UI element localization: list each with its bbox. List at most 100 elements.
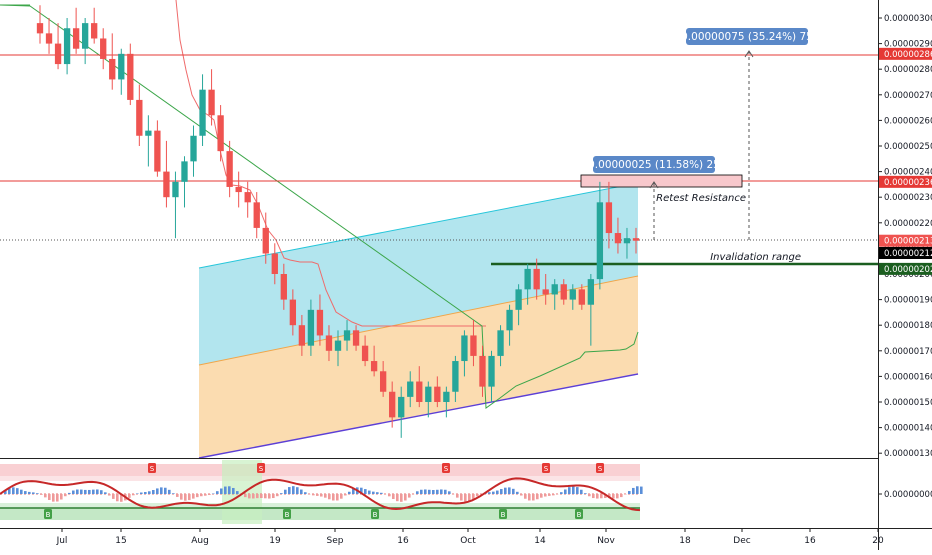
candle-body <box>172 182 178 197</box>
price-badge-label: 0.00000212 <box>884 249 932 259</box>
price-tick-label: 0.00000180 <box>884 321 932 331</box>
candle-body <box>506 310 512 330</box>
price-tick-label: 0.00000260 <box>884 116 932 126</box>
osc-bar <box>300 490 303 494</box>
candle-body <box>624 238 630 243</box>
osc-bar <box>500 489 503 494</box>
osc-bar <box>164 488 167 494</box>
osc-marker-label: S <box>544 465 549 473</box>
annotation-invalidation-range: Invalidation range <box>710 252 801 263</box>
osc-bar <box>312 494 315 495</box>
candle-body <box>245 192 251 202</box>
time-tick-label: Dec <box>733 536 750 546</box>
measure-label-major: 0.00000075 (35.24%) 75 <box>681 31 813 43</box>
candle-body <box>46 33 52 43</box>
osc-bar <box>588 494 591 496</box>
candle-body <box>64 28 70 64</box>
candle-body <box>479 356 485 387</box>
osc-bar <box>88 490 91 494</box>
resistance-zone-box <box>581 175 742 187</box>
annotation-retest-resistance: Retest Resistance <box>656 193 746 204</box>
osc-bar <box>512 489 515 494</box>
osc-bar <box>116 494 119 501</box>
osc-bar <box>324 494 327 498</box>
candle-body <box>163 172 169 198</box>
candle-body <box>82 23 88 49</box>
osc-bar <box>228 486 231 494</box>
osc-bar <box>464 494 467 502</box>
candle-body <box>588 279 594 305</box>
osc-bar <box>108 494 111 496</box>
price-badge-label: 0.00000286 <box>884 50 932 60</box>
osc-bar <box>56 494 59 502</box>
osc-bar <box>224 487 227 494</box>
osc-marker-label: S <box>259 465 264 473</box>
osc-bar <box>252 494 255 498</box>
candle-body <box>145 131 151 136</box>
candle-body <box>497 330 503 356</box>
candle-body <box>344 330 350 340</box>
osc-bar <box>72 491 75 494</box>
osc-zero-label: 0.00000000 <box>884 490 932 500</box>
candle-body <box>236 187 242 192</box>
candle-body <box>154 131 160 172</box>
osc-bar <box>296 487 299 494</box>
osc-bar <box>448 491 451 494</box>
osc-bar <box>520 494 523 496</box>
osc-bar <box>328 494 331 499</box>
osc-histogram <box>4 486 643 502</box>
candle-body <box>226 151 232 187</box>
osc-bar <box>176 494 179 497</box>
osc-bar <box>612 494 615 499</box>
osc-bar <box>492 492 495 494</box>
osc-bar <box>244 494 247 497</box>
candle-body <box>217 115 223 151</box>
time-tick-label: Jul <box>56 536 68 546</box>
time-tick-label: 15 <box>115 536 126 546</box>
candle-body <box>37 23 43 33</box>
osc-bar <box>628 491 631 494</box>
osc-bar <box>180 494 183 500</box>
osc-marker-label: S <box>150 465 155 473</box>
osc-bar <box>140 492 143 494</box>
osc-bar <box>20 490 23 494</box>
osc-bar <box>248 494 251 498</box>
candle-body <box>263 228 269 254</box>
osc-bar <box>408 494 411 498</box>
osc-bar <box>208 494 211 495</box>
osc-bar <box>280 493 283 494</box>
osc-bar <box>596 494 599 499</box>
osc-bar <box>76 490 79 494</box>
osc-bar <box>220 488 223 494</box>
candle-body <box>335 341 341 351</box>
osc-marker-label: B <box>373 511 378 519</box>
osc-bar <box>184 494 187 501</box>
price-tick-label: 0.00000230 <box>884 193 932 203</box>
osc-bar <box>68 493 71 494</box>
osc-bar <box>632 488 635 494</box>
candle-body <box>452 361 458 392</box>
osc-bar <box>168 490 171 494</box>
time-tick-label: Nov <box>597 536 615 546</box>
osc-bar <box>204 494 207 496</box>
candle-body <box>136 100 142 136</box>
price-tick-label: 0.00000160 <box>884 372 932 382</box>
osc-bar <box>504 488 507 494</box>
osc-bar <box>544 494 547 497</box>
osc-marker-label: S <box>598 465 603 473</box>
time-tick-label: 16 <box>804 536 816 546</box>
osc-bar <box>256 494 259 498</box>
osc-bar <box>436 490 439 494</box>
candle-body <box>109 59 115 79</box>
osc-bar <box>292 486 295 494</box>
price-tick-label: 0.00000130 <box>884 449 932 459</box>
time-tick-label: 16 <box>397 536 409 546</box>
candle-body <box>425 387 431 402</box>
osc-marker-label: B <box>577 511 582 519</box>
osc-bar <box>576 487 579 494</box>
osc-bar <box>60 494 63 499</box>
osc-bar <box>188 494 191 500</box>
osc-bar <box>44 494 47 497</box>
osc-bar <box>400 494 403 502</box>
